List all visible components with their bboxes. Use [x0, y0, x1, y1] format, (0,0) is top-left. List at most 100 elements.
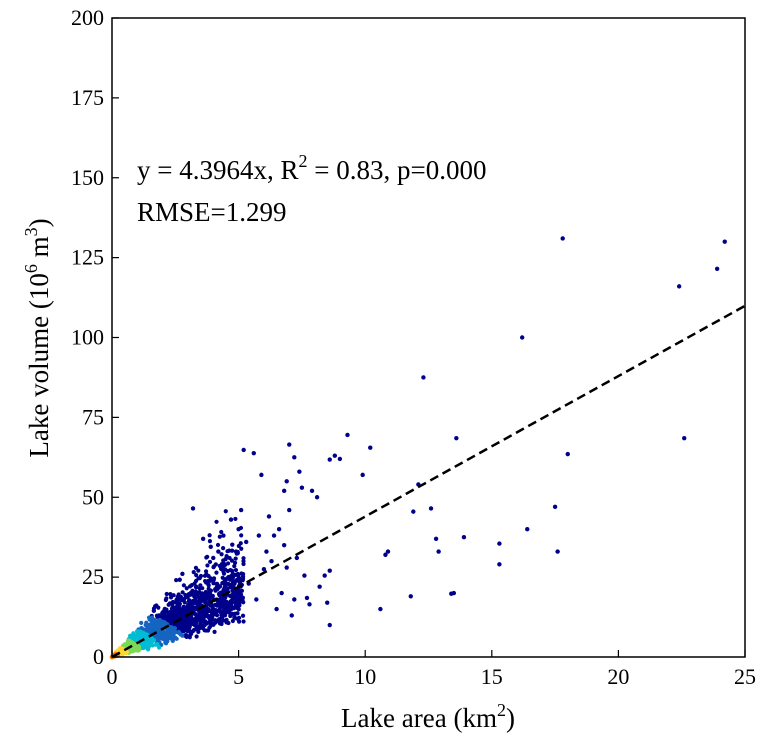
data-point	[163, 640, 168, 645]
data-point	[188, 584, 193, 589]
data-point	[552, 504, 558, 510]
data-point	[287, 442, 292, 447]
data-point	[454, 435, 459, 441]
data-point	[241, 561, 246, 567]
data-point	[299, 485, 305, 490]
data-point	[297, 469, 302, 474]
data-point	[230, 618, 235, 624]
data-point	[156, 605, 161, 610]
data-point	[228, 517, 234, 522]
fit-layer	[111, 304, 746, 659]
plot-frame	[111, 17, 746, 658]
data-point	[202, 628, 207, 633]
data-point	[233, 549, 239, 554]
data-point	[228, 585, 233, 590]
y-tick-label: 100	[71, 325, 104, 350]
data-point	[274, 606, 279, 612]
data-point	[281, 488, 287, 494]
data-point	[214, 519, 219, 524]
data-point	[214, 570, 219, 575]
data-point	[433, 536, 439, 541]
data-point	[213, 588, 218, 593]
data-point	[213, 602, 218, 607]
data-point	[497, 562, 502, 567]
data-point	[221, 533, 226, 538]
data-point	[230, 548, 235, 553]
x-tick-label: 10	[354, 664, 376, 689]
data-point	[722, 239, 727, 244]
data-point	[151, 608, 156, 613]
x-tick-label: 5	[233, 664, 244, 689]
data-point	[176, 630, 181, 635]
data-point	[212, 629, 217, 634]
data-point	[461, 534, 467, 540]
y-tick-label: 25	[82, 564, 104, 589]
data-point	[232, 615, 237, 620]
data-point	[241, 447, 246, 453]
data-point	[232, 564, 237, 569]
data-point	[292, 455, 297, 460]
data-point	[411, 509, 416, 514]
data-point	[187, 635, 192, 640]
data-point	[281, 542, 287, 548]
x-axis-title: Lake area (km2)	[341, 700, 515, 733]
data-point	[239, 571, 244, 576]
data-point	[259, 472, 264, 478]
data-point	[254, 597, 259, 602]
data-point	[233, 516, 238, 522]
data-point	[229, 568, 235, 573]
x-tick-label: 25	[734, 664, 756, 689]
regression-line	[111, 304, 746, 659]
data-point	[206, 583, 211, 588]
data-point	[289, 613, 294, 618]
data-point	[337, 456, 343, 462]
data-point	[194, 634, 199, 639]
data-point	[219, 552, 224, 557]
data-point	[233, 556, 238, 561]
data-point	[221, 558, 226, 563]
data-point	[215, 542, 221, 548]
data-point	[205, 563, 210, 568]
data-point	[309, 488, 315, 494]
data-point	[196, 629, 201, 635]
data-point	[322, 573, 327, 578]
data-point	[264, 549, 269, 554]
data-point	[217, 593, 222, 598]
y-tick-label: 125	[71, 245, 104, 270]
data-point	[233, 567, 239, 573]
data-point	[266, 514, 272, 519]
data-point	[155, 614, 160, 620]
x-tick-label: 0	[107, 664, 118, 689]
data-point	[327, 622, 332, 628]
data-point	[360, 472, 365, 478]
data-point	[211, 565, 216, 570]
data-point	[223, 509, 228, 514]
y-tick-label: 50	[82, 484, 104, 509]
data-point	[208, 544, 213, 549]
data-point	[408, 594, 413, 599]
data-point	[216, 549, 221, 554]
data-point	[182, 600, 187, 605]
data-point	[241, 619, 246, 624]
data-point	[178, 597, 184, 602]
data-point	[164, 591, 169, 597]
data-point	[220, 581, 225, 586]
data-point	[436, 549, 441, 554]
data-point	[251, 450, 256, 456]
x-tick-label: 15	[481, 664, 503, 689]
data-point	[174, 578, 179, 583]
data-point	[243, 539, 249, 545]
data-point	[180, 590, 185, 595]
data-point	[217, 534, 222, 539]
data-point	[682, 435, 687, 441]
data-point	[555, 549, 560, 554]
data-point	[166, 602, 171, 607]
data-point	[232, 560, 238, 565]
data-point	[294, 555, 300, 561]
data-point	[207, 533, 212, 538]
data-point	[236, 619, 242, 624]
data-point	[449, 591, 454, 596]
data-point	[168, 595, 174, 600]
data-point	[184, 586, 189, 591]
data-point	[207, 616, 212, 621]
